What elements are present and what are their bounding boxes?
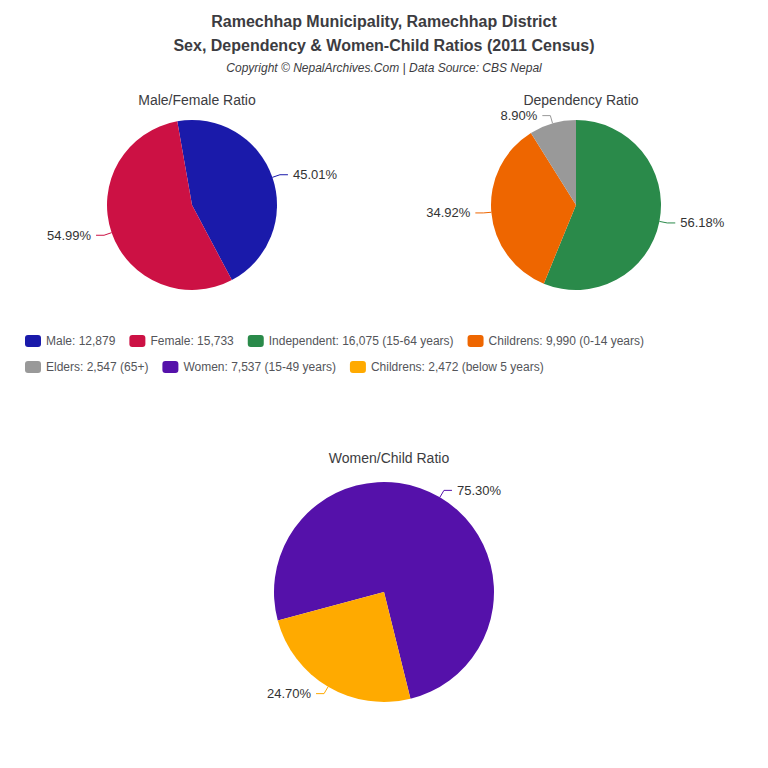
svg-text:8.90%: 8.90% xyxy=(500,108,537,123)
svg-text:75.30%: 75.30% xyxy=(457,483,502,498)
svg-text:Women: 7,537 (15-49 years): Women: 7,537 (15-49 years) xyxy=(183,360,336,374)
svg-text:56.18%: 56.18% xyxy=(680,215,725,230)
svg-text:Copyright © NepalArchives.Com: Copyright © NepalArchives.Com | Data Sou… xyxy=(226,61,542,75)
svg-text:Childrens: 2,472 (below 5 year: Childrens: 2,472 (below 5 years) xyxy=(371,360,544,374)
svg-text:Childrens: 9,990 (0-14 years): Childrens: 9,990 (0-14 years) xyxy=(489,334,644,348)
svg-text:Sex, Dependency & Women-Child: Sex, Dependency & Women-Child Ratios (20… xyxy=(173,37,594,54)
svg-text:Elders: 2,547 (65+): Elders: 2,547 (65+) xyxy=(46,360,148,374)
svg-text:Women/Child Ratio: Women/Child Ratio xyxy=(329,450,450,466)
svg-text:34.92%: 34.92% xyxy=(426,205,471,220)
svg-text:45.01%: 45.01% xyxy=(293,167,338,182)
svg-text:Independent: 16,075 (15-64 yea: Independent: 16,075 (15-64 years) xyxy=(269,334,454,348)
svg-text:Dependency Ratio: Dependency Ratio xyxy=(523,92,638,108)
svg-text:Female: 15,733: Female: 15,733 xyxy=(150,334,234,348)
svg-text:Ramechhap Municipality, Ramech: Ramechhap Municipality, Ramechhap Distri… xyxy=(211,13,557,30)
svg-text:54.99%: 54.99% xyxy=(47,228,92,243)
svg-text:Male/Female Ratio: Male/Female Ratio xyxy=(138,92,256,108)
svg-text:24.70%: 24.70% xyxy=(267,686,312,701)
svg-text:Male: 12,879: Male: 12,879 xyxy=(46,334,116,348)
